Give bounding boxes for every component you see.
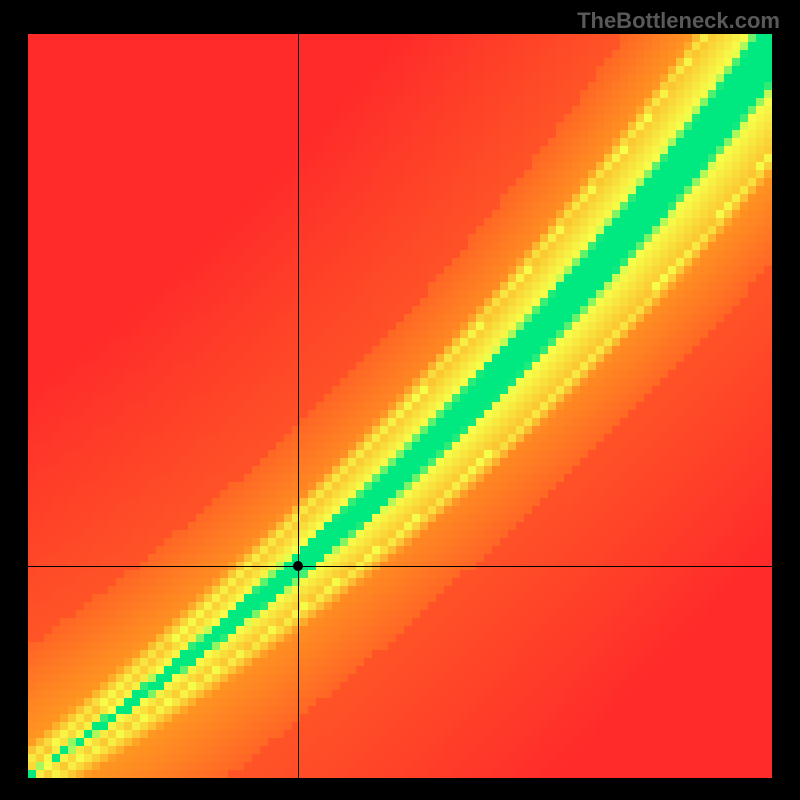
- watermark-text: TheBottleneck.com: [577, 8, 780, 34]
- marker-dot: [293, 561, 303, 571]
- crosshair-horizontal: [28, 566, 772, 567]
- plot-area: [28, 34, 772, 778]
- chart-container: TheBottleneck.com: [0, 0, 800, 800]
- heatmap-canvas: [28, 34, 772, 778]
- crosshair-vertical: [298, 34, 299, 778]
